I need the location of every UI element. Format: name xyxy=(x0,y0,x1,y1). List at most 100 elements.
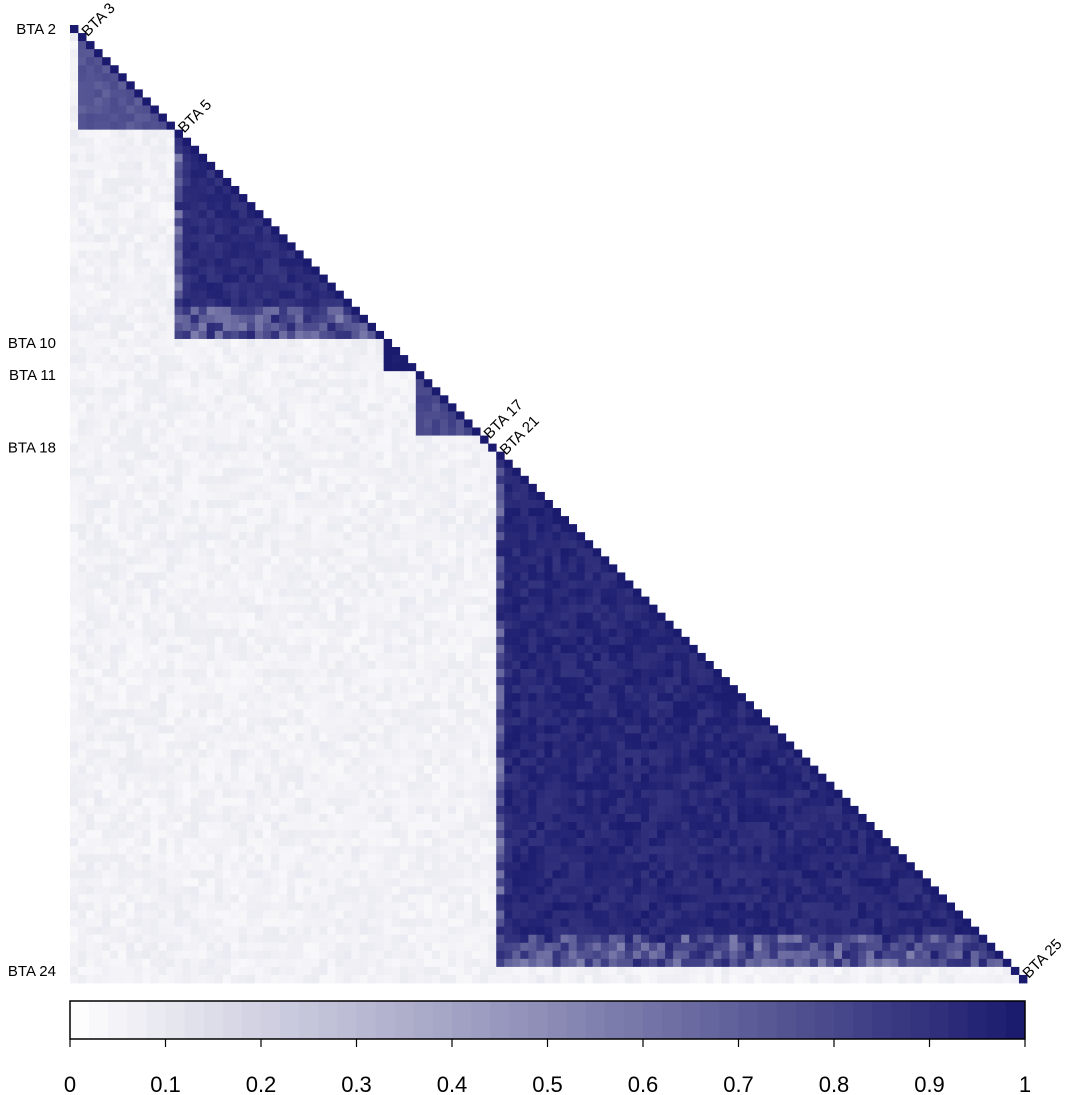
heatmap-cell xyxy=(399,717,409,726)
heatmap-cell xyxy=(681,757,690,767)
heatmap-cell xyxy=(206,427,216,436)
heatmap-cell xyxy=(174,660,183,670)
heatmap-cell xyxy=(439,588,449,597)
heatmap-cell xyxy=(198,612,208,622)
heatmap-cell xyxy=(246,540,256,549)
heatmap-cell xyxy=(102,338,111,348)
heatmap-cell xyxy=(697,757,706,767)
heatmap-cell xyxy=(86,556,95,565)
heatmap-cell xyxy=(407,451,417,461)
heatmap-cell xyxy=(649,797,658,807)
heatmap-cell xyxy=(279,314,288,324)
heatmap-cell xyxy=(279,403,288,412)
heatmap-cell xyxy=(592,612,602,622)
heatmap-cell xyxy=(488,677,497,686)
heatmap-cell xyxy=(560,781,569,791)
heatmap-cell xyxy=(375,347,385,356)
heatmap-cell xyxy=(431,805,441,815)
heatmap-cell xyxy=(110,411,119,420)
heatmap-cell xyxy=(319,765,328,775)
heatmap-cell xyxy=(134,612,143,622)
heatmap-cell xyxy=(512,677,521,686)
heatmap-cell xyxy=(673,717,682,726)
heatmap-cell xyxy=(472,475,481,485)
heatmap-cell xyxy=(657,805,666,815)
heatmap-cell xyxy=(697,813,706,823)
heatmap-cell xyxy=(311,532,320,541)
heatmap-cell xyxy=(480,540,489,549)
heatmap-cell xyxy=(303,669,312,678)
heatmap-cell xyxy=(279,322,288,332)
heatmap-cell xyxy=(214,572,224,581)
heatmap-cell xyxy=(472,532,481,541)
heatmap-cell xyxy=(238,548,248,557)
heatmap-cell xyxy=(769,789,779,799)
heatmap-cell xyxy=(431,725,441,734)
heatmap-cell xyxy=(214,677,224,686)
heatmap-cell xyxy=(182,202,192,211)
heatmap-cell xyxy=(174,242,183,251)
heatmap-cell xyxy=(464,516,473,525)
heatmap-cell xyxy=(254,322,264,332)
heatmap-cell xyxy=(359,652,368,662)
heatmap-cell xyxy=(721,685,730,694)
heatmap-cell xyxy=(327,725,336,734)
heatmap-cell xyxy=(214,693,224,702)
heatmap-cell xyxy=(415,564,425,573)
heatmap-cell xyxy=(174,572,183,581)
heatmap-cell xyxy=(423,717,433,726)
heatmap-cell xyxy=(134,821,143,831)
heatmap-cell xyxy=(351,371,360,380)
heatmap-cell xyxy=(343,677,352,686)
heatmap-cell xyxy=(86,371,95,380)
heatmap-cell xyxy=(134,717,143,726)
heatmap-cell xyxy=(190,580,200,589)
heatmap-cell xyxy=(166,685,175,694)
heatmap-cell xyxy=(673,765,682,775)
heatmap-cell xyxy=(464,789,473,799)
heatmap-cell xyxy=(70,483,79,493)
heatmap-cell xyxy=(488,499,497,509)
heatmap-cell xyxy=(110,355,119,364)
heatmap-cell xyxy=(391,491,401,501)
heatmap-cell xyxy=(150,177,159,187)
heatmap-cell xyxy=(174,749,183,758)
heatmap-cell xyxy=(158,677,167,686)
heatmap-cell xyxy=(488,483,497,493)
heatmap-cell xyxy=(359,355,368,364)
heatmap-cell xyxy=(335,580,344,589)
heatmap-cell xyxy=(118,371,127,380)
heatmap-cell xyxy=(230,693,240,702)
heatmap-cell xyxy=(222,693,232,702)
heatmap-cell xyxy=(311,379,320,388)
heatmap-cell xyxy=(134,709,143,718)
heatmap-cell xyxy=(616,580,626,589)
heatmap-cell xyxy=(222,564,232,573)
heatmap-cell xyxy=(78,467,87,477)
heatmap-cell xyxy=(198,266,208,275)
heatmap-cell xyxy=(214,242,224,251)
heatmap-cell xyxy=(391,508,401,517)
heatmap-cell xyxy=(777,733,787,742)
heatmap-cell xyxy=(94,475,103,485)
heatmap-cell xyxy=(271,660,280,670)
heatmap-cell xyxy=(632,669,642,678)
heatmap-cell xyxy=(367,813,376,823)
heatmap-cell xyxy=(166,644,175,654)
heatmap-cell xyxy=(134,636,143,646)
heatmap-cell xyxy=(423,709,433,718)
heatmap-cell xyxy=(222,475,232,485)
heatmap-cell xyxy=(303,290,312,300)
heatmap-cell xyxy=(343,789,352,799)
heatmap-cell xyxy=(134,475,143,485)
heatmap-cell xyxy=(238,322,248,332)
heatmap-cell xyxy=(246,789,256,799)
heatmap-cell xyxy=(94,620,103,630)
heatmap-cell xyxy=(158,757,167,767)
heatmap-cell xyxy=(190,741,200,750)
heatmap-cell xyxy=(86,89,95,98)
heatmap-cell xyxy=(399,435,409,445)
heatmap-cell xyxy=(70,33,79,42)
heatmap-cell xyxy=(447,773,457,783)
heatmap-cell xyxy=(190,813,200,823)
